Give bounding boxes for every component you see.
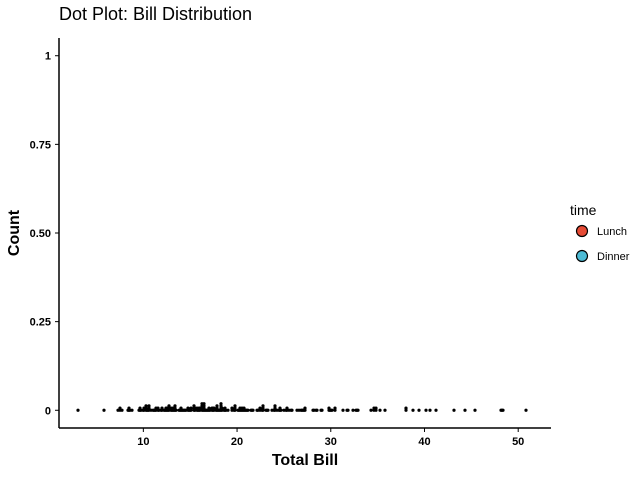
- data-dot: [351, 408, 355, 412]
- data-dot: [261, 404, 265, 408]
- x-tick-label: 30: [325, 436, 337, 448]
- data-dot: [428, 408, 432, 412]
- data-dot: [233, 406, 237, 410]
- data-dot: [330, 408, 334, 412]
- data-dot: [290, 408, 294, 412]
- data-dot: [144, 404, 148, 408]
- y-tick-label: 0.25: [30, 317, 51, 329]
- legend: time Lunch Dinner: [570, 202, 630, 263]
- dots-layer: [76, 402, 528, 412]
- data-dot: [202, 404, 206, 408]
- legend-label: Dinner: [597, 251, 630, 263]
- data-dot: [202, 402, 206, 406]
- data-dot: [230, 406, 234, 410]
- x-tick-label: 20: [231, 436, 243, 448]
- data-dot: [341, 408, 345, 412]
- data-dot: [130, 408, 134, 412]
- data-dot: [524, 408, 528, 412]
- data-dot: [279, 408, 283, 412]
- data-dot: [356, 408, 360, 412]
- x-axis-title: Total Bill: [272, 452, 338, 469]
- data-dot: [215, 404, 219, 408]
- y-ticks: 0 0.25 0.50 0.75 1: [30, 51, 59, 417]
- data-dot: [251, 408, 255, 412]
- data-dot: [102, 408, 106, 412]
- data-dot: [220, 406, 224, 410]
- data-dot: [120, 408, 124, 412]
- data-dot: [303, 406, 307, 410]
- data-dot: [320, 408, 324, 412]
- data-dot: [378, 408, 382, 412]
- data-dot: [233, 404, 237, 408]
- data-dot: [147, 406, 151, 410]
- data-dot: [404, 408, 408, 412]
- data-dot: [333, 406, 337, 410]
- data-dot: [212, 406, 216, 410]
- data-dot: [261, 408, 265, 412]
- x-tick-label: 10: [137, 436, 149, 448]
- data-dot: [174, 408, 178, 412]
- data-dot: [189, 406, 193, 410]
- data-dot: [173, 404, 177, 408]
- data-dot: [463, 408, 467, 412]
- data-dot: [189, 408, 193, 412]
- data-dot: [147, 404, 151, 408]
- y-tick-label: 0.75: [30, 139, 51, 151]
- data-dot: [434, 408, 438, 412]
- data-dot: [285, 406, 289, 410]
- x-tick-label: 50: [512, 436, 524, 448]
- y-axis-title: Count: [6, 209, 23, 256]
- data-dot: [501, 408, 505, 412]
- data-dot: [374, 406, 378, 410]
- data-dot: [374, 408, 378, 412]
- data-dot: [417, 408, 421, 412]
- data-dot: [219, 402, 223, 406]
- data-dot: [333, 408, 337, 412]
- data-dot: [233, 408, 237, 412]
- y-tick-label: 1: [45, 51, 51, 63]
- data-dot: [258, 406, 262, 410]
- legend-swatch: [575, 224, 589, 238]
- data-dot: [246, 408, 250, 412]
- data-dot: [452, 408, 456, 412]
- data-dot: [76, 408, 80, 412]
- data-dot: [167, 404, 171, 408]
- chart-title: Dot Plot: Bill Distribution: [59, 4, 252, 24]
- data-dot: [273, 406, 277, 410]
- data-dot: [266, 408, 270, 412]
- legend-title: time: [570, 202, 597, 218]
- data-dot: [404, 406, 408, 410]
- data-dot: [473, 408, 477, 412]
- data-dot: [118, 406, 122, 410]
- data-dot: [226, 408, 230, 412]
- x-ticks: 10 20 30 40 50: [137, 428, 524, 448]
- data-dot: [261, 406, 265, 410]
- data-dot: [303, 408, 307, 412]
- data-dot: [315, 408, 319, 412]
- data-dot: [346, 408, 350, 412]
- data-dot: [411, 408, 415, 412]
- legend-items: Lunch Dinner: [575, 224, 630, 263]
- x-tick-label: 40: [418, 436, 430, 448]
- data-dot: [369, 408, 373, 412]
- data-dot: [383, 408, 387, 412]
- y-tick-label: 0.50: [30, 228, 51, 240]
- data-dot: [424, 408, 428, 412]
- legend-label: Lunch: [597, 226, 627, 238]
- legend-swatch: [575, 249, 589, 263]
- data-dot: [273, 404, 277, 408]
- y-tick-label: 0: [45, 405, 51, 417]
- data-dot: [160, 406, 164, 410]
- plot-area: 10 20 30 40 50 0 0.25 0.50 0.75 1: [30, 38, 551, 448]
